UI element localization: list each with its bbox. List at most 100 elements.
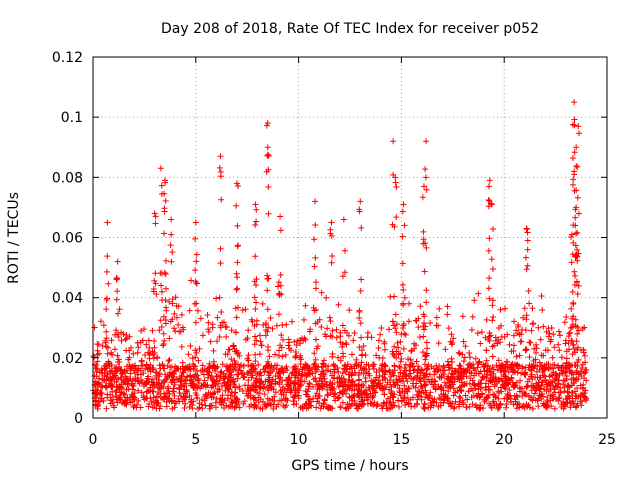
data-point xyxy=(418,389,425,396)
data-point xyxy=(184,388,191,395)
data-point xyxy=(348,351,355,358)
data-point xyxy=(168,231,175,238)
data-point xyxy=(240,363,247,370)
data-point xyxy=(502,363,509,370)
data-point xyxy=(388,390,395,397)
data-point xyxy=(105,344,112,351)
data-point xyxy=(399,378,406,385)
data-point xyxy=(401,388,408,395)
data-point xyxy=(265,347,272,354)
data-point xyxy=(560,381,567,388)
data-point xyxy=(253,337,260,344)
data-point xyxy=(217,371,224,378)
data-point xyxy=(563,313,570,320)
y-tick-label: 0.08 xyxy=(52,170,83,186)
data-point xyxy=(398,398,405,405)
data-point xyxy=(557,332,564,339)
data-point xyxy=(327,318,334,325)
data-point xyxy=(353,356,360,363)
data-point xyxy=(565,392,572,399)
data-point xyxy=(490,371,497,378)
data-point xyxy=(256,351,263,358)
data-point xyxy=(483,357,490,364)
data-point xyxy=(396,385,403,392)
data-point xyxy=(160,230,167,237)
data-point xyxy=(348,371,355,378)
data-point xyxy=(204,312,211,319)
data-point xyxy=(423,244,430,251)
data-point xyxy=(413,391,420,398)
data-point xyxy=(504,358,511,365)
data-point xyxy=(450,335,457,342)
data-point xyxy=(154,355,161,362)
data-point xyxy=(233,180,240,187)
data-point xyxy=(188,277,195,284)
data-point xyxy=(306,364,313,371)
data-point xyxy=(237,367,244,374)
data-point xyxy=(109,370,116,377)
data-point xyxy=(103,306,110,313)
data-point xyxy=(170,376,177,383)
data-point xyxy=(459,351,466,358)
data-point xyxy=(233,402,240,409)
data-point xyxy=(407,356,414,363)
data-point xyxy=(392,174,399,181)
data-point xyxy=(181,383,188,390)
data-point xyxy=(282,395,289,402)
data-point xyxy=(305,365,312,372)
data-point xyxy=(352,369,359,376)
data-point xyxy=(335,301,342,308)
data-point xyxy=(569,315,576,322)
data-point xyxy=(501,383,508,390)
data-point xyxy=(396,364,403,371)
data-point xyxy=(485,197,492,204)
data-point xyxy=(542,377,549,384)
data-point xyxy=(396,375,403,382)
data-point xyxy=(495,395,502,402)
data-point xyxy=(570,222,577,229)
data-point xyxy=(470,365,477,372)
data-point xyxy=(230,381,237,388)
data-point xyxy=(474,393,481,400)
data-point xyxy=(574,330,581,337)
data-point xyxy=(528,382,535,389)
data-point xyxy=(570,313,577,320)
data-point xyxy=(555,362,562,369)
data-point xyxy=(111,378,118,385)
data-point xyxy=(126,354,133,361)
data-point xyxy=(342,362,349,369)
data-point xyxy=(296,383,303,390)
data-point xyxy=(489,266,496,273)
data-point xyxy=(99,342,106,349)
data-point xyxy=(192,389,199,396)
data-point xyxy=(158,182,165,189)
data-point xyxy=(161,205,168,212)
data-point xyxy=(186,307,193,314)
data-point xyxy=(91,324,98,331)
data-point xyxy=(423,381,430,388)
data-point xyxy=(391,322,398,329)
data-point xyxy=(487,402,494,409)
data-point xyxy=(290,393,297,400)
data-point xyxy=(463,404,470,411)
data-point xyxy=(152,280,159,287)
data-point xyxy=(532,356,539,363)
data-point xyxy=(252,402,259,409)
data-point xyxy=(574,290,581,297)
data-point xyxy=(486,235,493,242)
data-point xyxy=(390,138,397,145)
data-point xyxy=(186,403,193,410)
data-point xyxy=(324,392,331,399)
data-point xyxy=(142,351,149,358)
data-point xyxy=(497,339,504,346)
data-point xyxy=(231,393,238,400)
data-point xyxy=(312,356,319,363)
data-point xyxy=(401,371,408,378)
data-point xyxy=(199,332,206,339)
data-point xyxy=(346,385,353,392)
data-point xyxy=(464,396,471,403)
data-point xyxy=(381,346,388,353)
data-point xyxy=(344,361,351,368)
data-point xyxy=(362,374,369,381)
data-point xyxy=(200,371,207,378)
